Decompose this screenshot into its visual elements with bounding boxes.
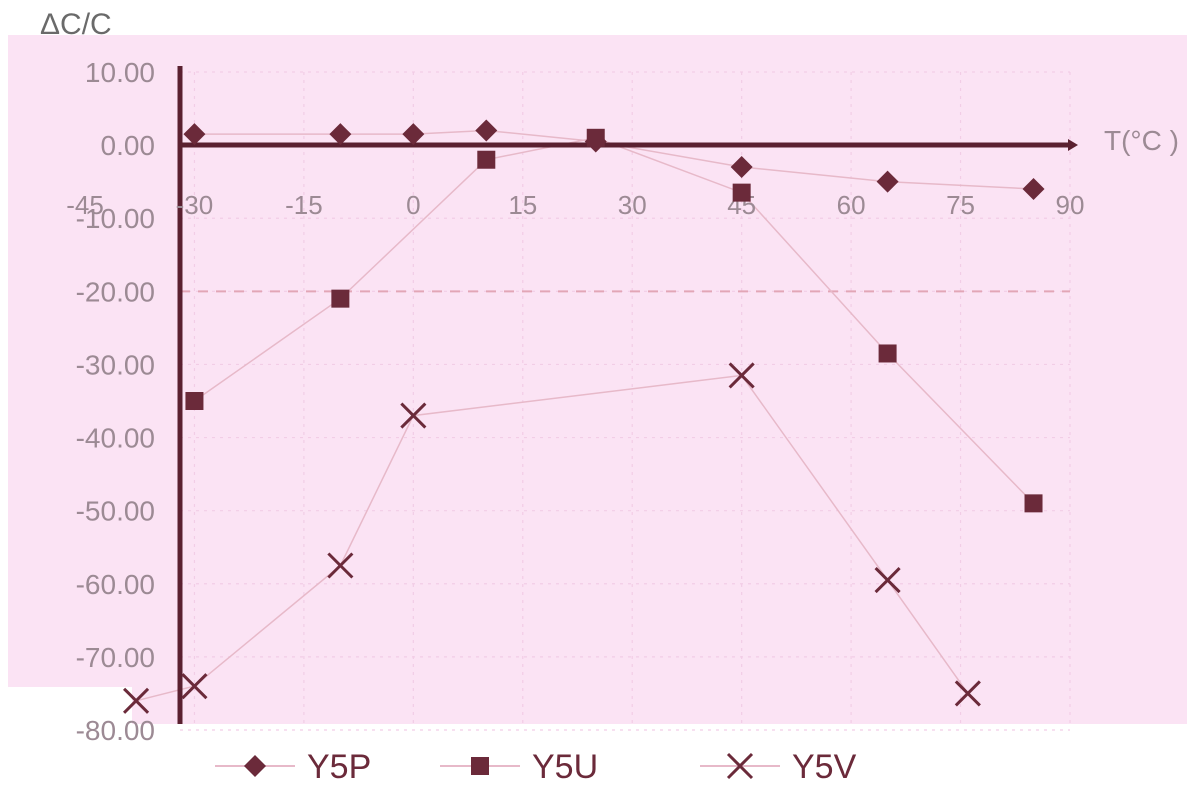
- legend: Y5P Y5U Y5V: [215, 748, 857, 786]
- y-axis-title: ΔC/C: [40, 8, 112, 41]
- x-tick-label: -30: [176, 190, 214, 220]
- series-line-y5p: [194, 129, 1034, 190]
- y-tick-label: -70.00: [76, 642, 155, 673]
- x-tick-label: 90: [1056, 190, 1085, 220]
- legend-label: Y5V: [792, 748, 857, 786]
- y-tick-label: -50.00: [76, 496, 155, 527]
- x-axis-arrow: [1068, 139, 1078, 151]
- x-stroke: [954, 680, 981, 707]
- data-point-y5v: [728, 362, 755, 389]
- data-point-y5u: [1024, 494, 1043, 513]
- plot-area-lower: [132, 672, 1187, 724]
- data-point-y5u: [477, 150, 496, 169]
- y-tick-label: -60.00: [76, 569, 155, 600]
- x-stroke: [726, 752, 754, 780]
- grid: [180, 71, 1071, 731]
- y-tick-label: -40.00: [76, 423, 155, 454]
- y-tick-label: 0.00: [101, 130, 156, 161]
- x-axis-title: T(°C ): [1104, 125, 1179, 156]
- x-stroke: [400, 402, 427, 429]
- x-tick-label: 75: [946, 190, 975, 220]
- y-tick-label: -30.00: [76, 349, 155, 380]
- x-tick-label: -15: [285, 190, 323, 220]
- y-tick-label: -80.00: [76, 715, 155, 746]
- data-point-y5v: [954, 680, 981, 707]
- data-point-y5p: [329, 123, 352, 146]
- data-point-y5v: [327, 552, 354, 579]
- y-tick-label: -20.00: [76, 276, 155, 307]
- y-tick-label: 10.00: [85, 57, 155, 88]
- x-tick-label: 15: [508, 190, 537, 220]
- legend-marker-y5v: [726, 752, 754, 780]
- axes: [177, 66, 1078, 724]
- x-tick-label: 60: [837, 190, 866, 220]
- x-tick-label: 0: [406, 190, 420, 220]
- data-point-y5u: [185, 392, 204, 410]
- data-point-y5p: [730, 156, 753, 179]
- data-point-y5u: [878, 344, 897, 363]
- data-point-y5u: [732, 183, 751, 202]
- x-stroke: [123, 687, 150, 714]
- data-point-y5p: [1022, 177, 1045, 200]
- data-point-y5v: [123, 687, 150, 714]
- data-point-y5p: [402, 123, 425, 146]
- x-tick-label: -45: [66, 190, 104, 220]
- data-point-y5u: [586, 128, 605, 147]
- data-markers: [123, 119, 1045, 714]
- data-point-y5v: [181, 673, 208, 700]
- x-stroke: [181, 673, 208, 700]
- x-stroke: [874, 567, 901, 594]
- data-point-y5v: [874, 567, 901, 594]
- data-point-y5v: [400, 402, 427, 429]
- y-tick-label: -10.00: [76, 203, 155, 234]
- legend-label: Y5P: [307, 748, 371, 786]
- x-stroke: [728, 362, 755, 389]
- data-point-y5p: [475, 119, 498, 142]
- legend-label: Y5U: [532, 748, 598, 786]
- x-stroke: [327, 552, 354, 579]
- tick-labels: 10.00 0.00 -10.00 -20.00 -30.00 -40.00 -50.00 -…: [66, 57, 1084, 746]
- data-point-y5u: [331, 289, 350, 308]
- data-point-y5p: [183, 123, 206, 146]
- legend-marker-y5p: [244, 755, 266, 777]
- x-tick-label: 30: [618, 190, 647, 220]
- data-point-y5p: [876, 170, 899, 193]
- legend-marker-y5u: [471, 757, 489, 775]
